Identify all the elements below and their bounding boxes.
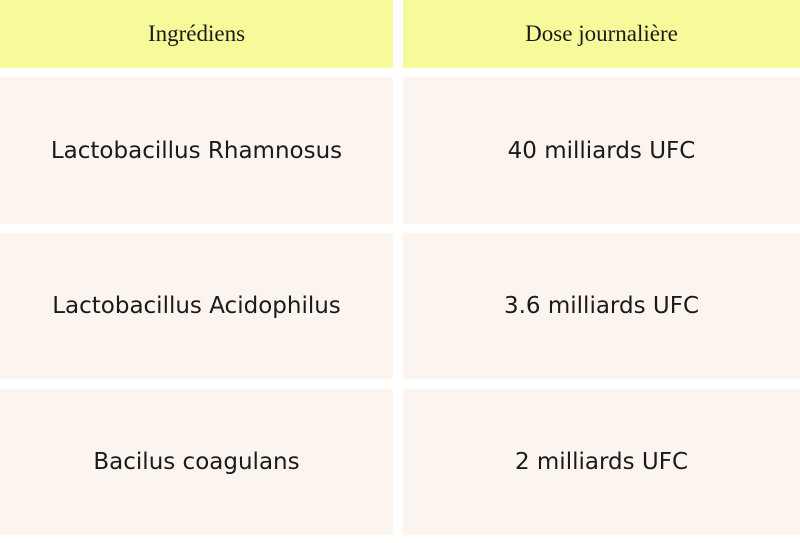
table-cell-dose: 40 milliards UFC bbox=[403, 77, 800, 224]
table-cell-dose: 2 milliards UFC bbox=[403, 389, 800, 535]
header-ingredients: Ingrédiens bbox=[0, 0, 393, 68]
table-cell-ingredient: Bacilus coagulans bbox=[0, 389, 393, 535]
header-daily-dose: Dose journalière bbox=[403, 0, 800, 68]
table-cell-dose: 3.6 milliards UFC bbox=[403, 233, 800, 379]
table-cell-ingredient: Lactobacillus Acidophilus bbox=[0, 233, 393, 379]
table-cell-ingredient: Lactobacillus Rhamnosus bbox=[0, 77, 393, 224]
